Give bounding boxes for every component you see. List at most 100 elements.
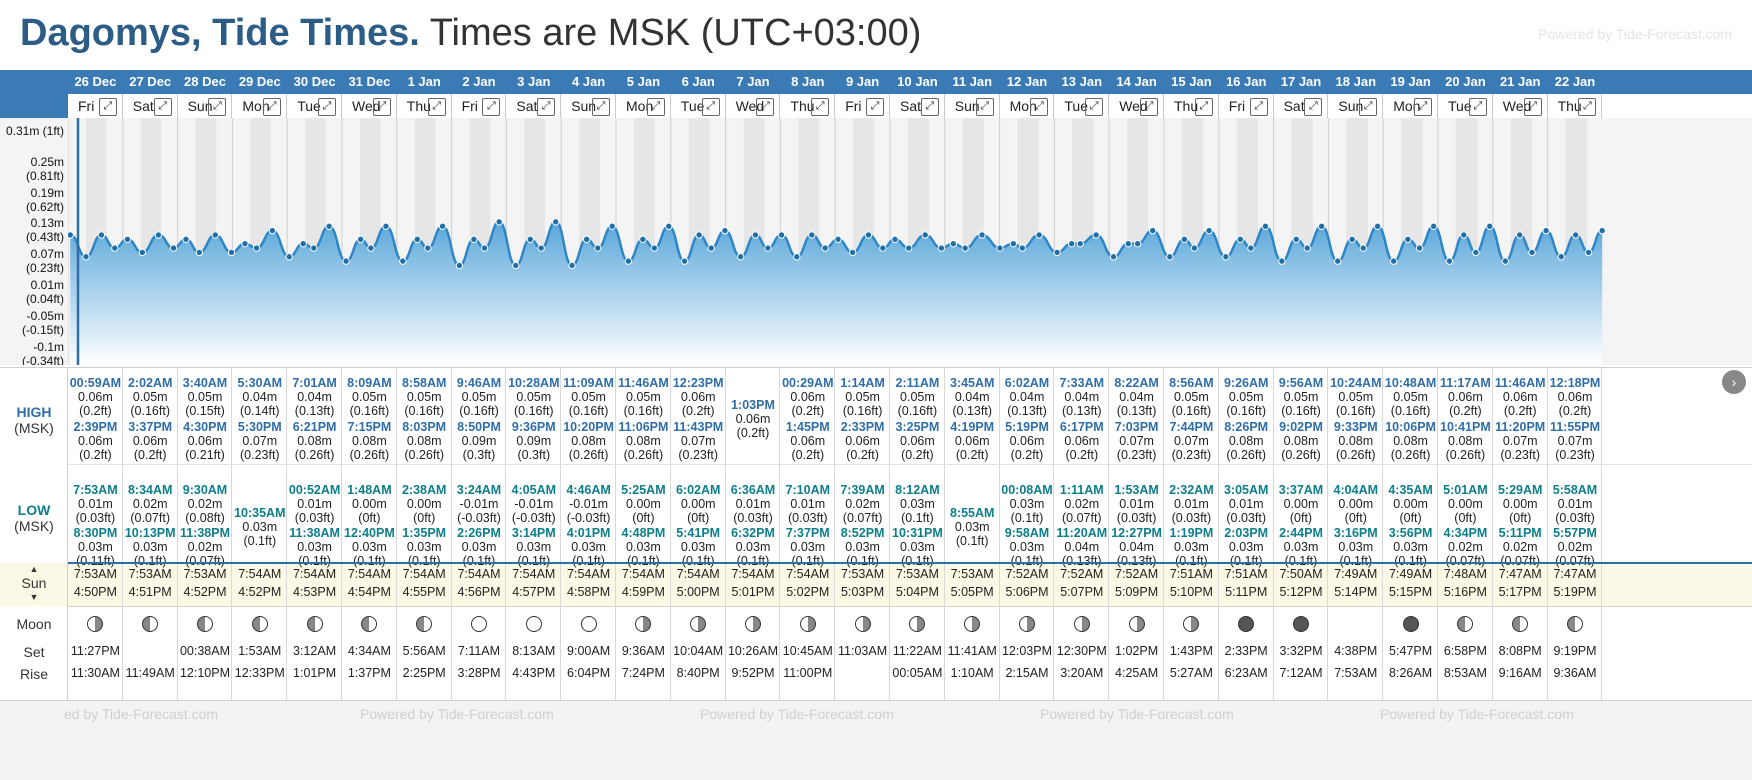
low-tide-entry[interactable]: 11:38AM 0.03m (0.1ft): [287, 526, 342, 568]
high-tide-entry[interactable]: 11:55PM 0.07m (0.23ft): [1548, 420, 1603, 462]
tide-point[interactable]: [1515, 231, 1524, 239]
tide-point[interactable]: [1472, 248, 1480, 257]
expand-icon[interactable]: ⤢: [208, 98, 227, 116]
low-tide-entry[interactable]: 2:38AM 0.00m (0ft): [397, 483, 452, 525]
high-tide-entry[interactable]: 00:29AM 0.06m (0.2ft): [780, 376, 835, 418]
tide-point[interactable]: [1190, 244, 1199, 252]
low-tide-entry[interactable]: 5:01AM 0.00m (0ft): [1438, 483, 1493, 525]
tide-point[interactable]: [552, 218, 560, 226]
low-tide-entry[interactable]: 8:34AM 0.02m (0.07ft): [123, 483, 178, 525]
high-tide-entry[interactable]: 9:33PM 0.08m (0.26ft): [1328, 420, 1383, 462]
low-tide-entry[interactable]: 7:39AM 0.02m (0.07ft): [835, 483, 890, 525]
tide-point[interactable]: [1415, 244, 1424, 252]
high-tide-entry[interactable]: 8:56AM 0.05m (0.16ft): [1164, 376, 1219, 418]
date-header[interactable]: 8 Jan: [791, 74, 825, 89]
high-tide-entry[interactable]: 4:30PM 0.06m (0.21ft): [178, 420, 233, 462]
low-tide-entry[interactable]: 8:12AM 0.03m (0.1ft): [890, 483, 945, 525]
expand-icon[interactable]: ⤢: [1085, 98, 1104, 116]
high-tide-entry[interactable]: 10:06PM 0.08m (0.26ft): [1383, 420, 1438, 462]
date-header[interactable]: 1 Jan: [407, 74, 441, 89]
low-tide-entry[interactable]: 3:56PM 0.03m (0.1ft): [1383, 526, 1438, 568]
low-tide-entry[interactable]: 00:08AM 0.03m (0.1ft): [1000, 483, 1055, 525]
tide-point[interactable]: [821, 244, 829, 252]
tide-point[interactable]: [399, 257, 407, 265]
high-tide-entry[interactable]: 9:36PM 0.09m (0.3ft): [506, 420, 561, 462]
tide-point[interactable]: [639, 235, 647, 244]
high-tide-entry[interactable]: 11:17AM 0.06m (0.2ft): [1438, 376, 1493, 418]
tide-point[interactable]: [594, 244, 602, 252]
tide-point[interactable]: [1166, 253, 1174, 261]
low-tide-entry[interactable]: 4:04AM 0.00m (0ft): [1328, 483, 1383, 525]
high-tide-entry[interactable]: 11:46AM 0.05m (0.16ft): [616, 376, 671, 418]
high-tide-entry[interactable]: 7:01AM 0.04m (0.13ft): [287, 376, 342, 418]
date-header[interactable]: 19 Jan: [1390, 74, 1431, 89]
high-tide-entry[interactable]: 2:39PM 0.06m (0.2ft): [68, 420, 123, 462]
high-tide-entry[interactable]: 12:23PM 0.06m (0.2ft): [671, 376, 726, 418]
tide-point[interactable]: [721, 226, 729, 235]
high-tide-entry[interactable]: 10:20PM 0.08m (0.26ft): [561, 420, 616, 462]
tide-point[interactable]: [751, 231, 760, 239]
high-tide-entry[interactable]: 3:40AM 0.05m (0.15ft): [178, 376, 233, 418]
tide-point[interactable]: [111, 244, 119, 252]
tide-point[interactable]: [195, 248, 203, 257]
date-header[interactable]: 21 Jan: [1499, 74, 1541, 89]
high-tide-entry[interactable]: 6:17PM 0.06m (0.2ft): [1054, 420, 1109, 462]
tide-point[interactable]: [1109, 253, 1118, 261]
high-tide-entry[interactable]: 10:48AM 0.05m (0.16ft): [1383, 376, 1438, 418]
low-tide-entry[interactable]: 4:48PM 0.03m (0.1ft): [616, 526, 671, 568]
date-header[interactable]: 16 Jan: [1225, 74, 1267, 89]
tide-point[interactable]: [1278, 257, 1286, 265]
high-tide-entry[interactable]: 7:15PM 0.08m (0.26ft): [342, 420, 397, 462]
tide-point[interactable]: [211, 231, 219, 239]
tide-point[interactable]: [382, 222, 390, 230]
expand-icon[interactable]: ⤢: [372, 98, 391, 116]
low-tide-entry[interactable]: 1:53AM 0.01m (0.03ft): [1109, 483, 1164, 525]
expand-icon[interactable]: ⤢: [920, 98, 939, 116]
date-header[interactable]: 17 Jan: [1280, 74, 1322, 89]
tide-point[interactable]: [582, 235, 591, 244]
tide-point[interactable]: [1389, 257, 1398, 265]
low-tide-entry[interactable]: 5:25AM 0.00m (0ft): [616, 483, 671, 525]
tide-point[interactable]: [665, 222, 673, 230]
low-tide-entry[interactable]: 3:37AM 0.00m (0ft): [1274, 483, 1329, 525]
tide-point[interactable]: [1598, 226, 1606, 235]
low-tide-entry[interactable]: 5:41PM 0.03m (0.1ft): [671, 526, 726, 568]
tide-point[interactable]: [905, 244, 913, 252]
low-tide-entry[interactable]: 3:05AM 0.01m (0.03ft): [1219, 483, 1274, 525]
expand-icon[interactable]: ⤢: [756, 98, 775, 116]
high-tide-entry[interactable]: 2:33PM 0.06m (0.2ft): [835, 420, 890, 462]
tide-point[interactable]: [777, 231, 786, 239]
tide-point[interactable]: [227, 248, 236, 257]
high-tide-entry[interactable]: 9:56AM 0.05m (0.16ft): [1274, 376, 1329, 418]
date-header[interactable]: 27 Dec: [129, 74, 172, 89]
powered-by-link[interactable]: Powered by Tide-Forecast.com: [1538, 26, 1732, 42]
tide-point[interactable]: [356, 235, 365, 244]
low-tide-entry[interactable]: 5:11PM 0.02m (0.07ft): [1493, 526, 1548, 568]
tide-point[interactable]: [1092, 231, 1100, 239]
high-tide-entry[interactable]: 8:50PM 0.09m (0.3ft): [452, 420, 507, 462]
expand-icon[interactable]: ⤢: [427, 98, 446, 116]
high-tide-entry[interactable]: 10:41PM 0.08m (0.26ft): [1438, 420, 1493, 462]
tide-point[interactable]: [1571, 231, 1580, 239]
high-tide-entry[interactable]: 4:19PM 0.06m (0.2ft): [945, 420, 1000, 462]
date-header[interactable]: 30 Dec: [293, 74, 336, 89]
date-header[interactable]: 3 Jan: [517, 74, 551, 89]
tide-point[interactable]: [138, 248, 147, 257]
tide-point[interactable]: [325, 222, 333, 230]
low-tide-entry[interactable]: 2:03PM 0.03m (0.1ft): [1219, 526, 1274, 568]
expand-icon[interactable]: ⤢: [646, 98, 665, 116]
low-tide-entry[interactable]: 6:02AM 0.00m (0ft): [671, 483, 726, 525]
tide-point[interactable]: [66, 231, 74, 239]
tide-point[interactable]: [1076, 239, 1084, 248]
high-tide-entry[interactable]: 3:37PM 0.06m (0.2ft): [123, 420, 178, 462]
tide-point[interactable]: [537, 244, 545, 252]
high-tide-entry[interactable]: 9:46AM 0.05m (0.16ft): [452, 376, 507, 418]
tide-point[interactable]: [707, 244, 715, 252]
high-tide-entry[interactable]: 11:20PM 0.07m (0.23ft): [1493, 420, 1548, 462]
tide-point[interactable]: [1445, 257, 1454, 265]
date-header[interactable]: 20 Jan: [1445, 74, 1486, 89]
tide-point[interactable]: [680, 257, 689, 265]
low-tide-entry[interactable]: 2:32AM 0.01m (0.03ft): [1164, 483, 1219, 525]
high-tide-entry[interactable]: 8:09AM 0.05m (0.16ft): [342, 376, 397, 418]
high-tide-entry[interactable]: 9:26AM 0.05m (0.16ft): [1219, 376, 1274, 418]
